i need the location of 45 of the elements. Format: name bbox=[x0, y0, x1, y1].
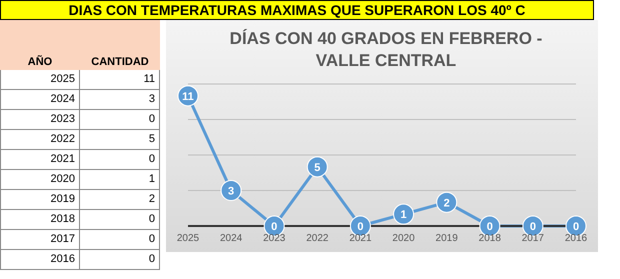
x-tick-label: 2023 bbox=[263, 233, 286, 244]
data-label: 0 bbox=[80, 250, 160, 269]
data-label: 11 bbox=[80, 70, 160, 89]
y-tick-label: 2023 bbox=[0, 110, 80, 129]
y-tick-label: 2022 bbox=[0, 130, 80, 149]
data-label: 5 bbox=[80, 130, 160, 149]
data-label: 0 bbox=[80, 230, 160, 249]
data-label: 0 bbox=[357, 221, 364, 233]
x-tick-label: 2018 bbox=[478, 233, 502, 244]
data-label: 2 bbox=[444, 197, 450, 210]
x-tick-label: 2020 bbox=[392, 233, 416, 244]
data-label: 1 bbox=[400, 209, 407, 222]
y-axis-title: AÑO bbox=[26, 56, 54, 70]
point bbox=[436, 192, 458, 213]
x-tick-label: 2019 bbox=[436, 233, 458, 244]
data-label: 5 bbox=[314, 162, 320, 174]
chart-title: DÍAS CON 40 GRADOS EN FEBRERO - VALLE CENTRAL bbox=[228, 28, 544, 72]
y-tick-label: 2021 bbox=[0, 150, 80, 169]
point bbox=[393, 204, 414, 225]
data-label: 0 bbox=[80, 210, 160, 229]
x-tick-label: 2022 bbox=[306, 233, 329, 244]
data-label: 0 bbox=[530, 221, 536, 233]
data-label: 0 bbox=[572, 221, 580, 233]
data-label: 0 bbox=[271, 221, 278, 233]
y-tick-label: 2018 bbox=[0, 210, 80, 229]
text: DIAS CON TEMPERATURAS MAXIMAS QUE SUPERARON LOS 40º C bbox=[0, 0, 594, 20]
data-label: 3 bbox=[80, 90, 160, 109]
x-tick-label: 2021 bbox=[349, 233, 372, 244]
x-tick-label: 2016 bbox=[564, 233, 588, 244]
y-tick-label: 2025 bbox=[0, 70, 80, 89]
data-label: 0 bbox=[80, 110, 160, 129]
data-label: 2 bbox=[80, 190, 160, 209]
x-tick-label: 2025 bbox=[176, 233, 200, 244]
y-tick-label: 2024 bbox=[0, 90, 80, 109]
x-tick-label: 2024 bbox=[220, 233, 243, 244]
y-tick-label: 2016 bbox=[0, 250, 80, 269]
data-label: 3 bbox=[228, 186, 234, 198]
y-tick-label: 2019 bbox=[0, 190, 80, 209]
data-label: 1 bbox=[80, 170, 160, 189]
data-label: 11 bbox=[182, 90, 194, 103]
data-label: 0 bbox=[486, 221, 493, 233]
y-tick-label: 2020 bbox=[0, 170, 80, 189]
x-tick-label: 2017 bbox=[522, 233, 544, 244]
x-tick-label: CANTIDAD bbox=[90, 56, 150, 70]
data-label: 0 bbox=[80, 150, 160, 169]
